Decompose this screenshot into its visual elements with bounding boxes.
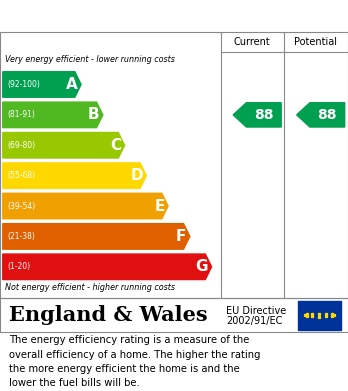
Polygon shape — [3, 254, 212, 280]
Polygon shape — [3, 193, 168, 219]
Text: (1-20): (1-20) — [7, 262, 30, 271]
Polygon shape — [233, 103, 281, 127]
Text: Energy Efficiency Rating: Energy Efficiency Rating — [9, 9, 230, 23]
Text: EU Directive: EU Directive — [226, 306, 286, 316]
Polygon shape — [296, 103, 345, 127]
Text: Not energy efficient - higher running costs: Not energy efficient - higher running co… — [5, 283, 175, 292]
Text: (69-80): (69-80) — [7, 141, 35, 150]
Polygon shape — [3, 72, 81, 97]
Text: Current: Current — [234, 37, 271, 47]
Text: C: C — [110, 138, 121, 153]
Text: (81-91): (81-91) — [7, 110, 35, 119]
Text: Very energy efficient - lower running costs: Very energy efficient - lower running co… — [5, 55, 175, 64]
Polygon shape — [3, 102, 103, 127]
Text: (39-54): (39-54) — [7, 201, 35, 210]
Text: Potential: Potential — [294, 37, 337, 47]
Polygon shape — [3, 163, 146, 188]
Text: B: B — [88, 108, 100, 122]
Text: F: F — [176, 229, 187, 244]
Text: D: D — [130, 168, 143, 183]
Text: A: A — [66, 77, 78, 92]
Text: G: G — [196, 259, 208, 274]
Text: 2002/91/EC: 2002/91/EC — [226, 316, 283, 326]
Bar — [298, 301, 341, 330]
Polygon shape — [3, 133, 125, 158]
Polygon shape — [3, 224, 190, 249]
Text: E: E — [154, 199, 165, 213]
Text: 88: 88 — [317, 108, 337, 122]
Text: (92-100): (92-100) — [7, 80, 40, 89]
Text: England & Wales: England & Wales — [9, 305, 207, 325]
Text: (21-38): (21-38) — [7, 232, 35, 241]
Text: (55-68): (55-68) — [7, 171, 35, 180]
Text: The energy efficiency rating is a measure of the
overall efficiency of a home. T: The energy efficiency rating is a measur… — [9, 335, 260, 389]
Text: 88: 88 — [254, 108, 274, 122]
